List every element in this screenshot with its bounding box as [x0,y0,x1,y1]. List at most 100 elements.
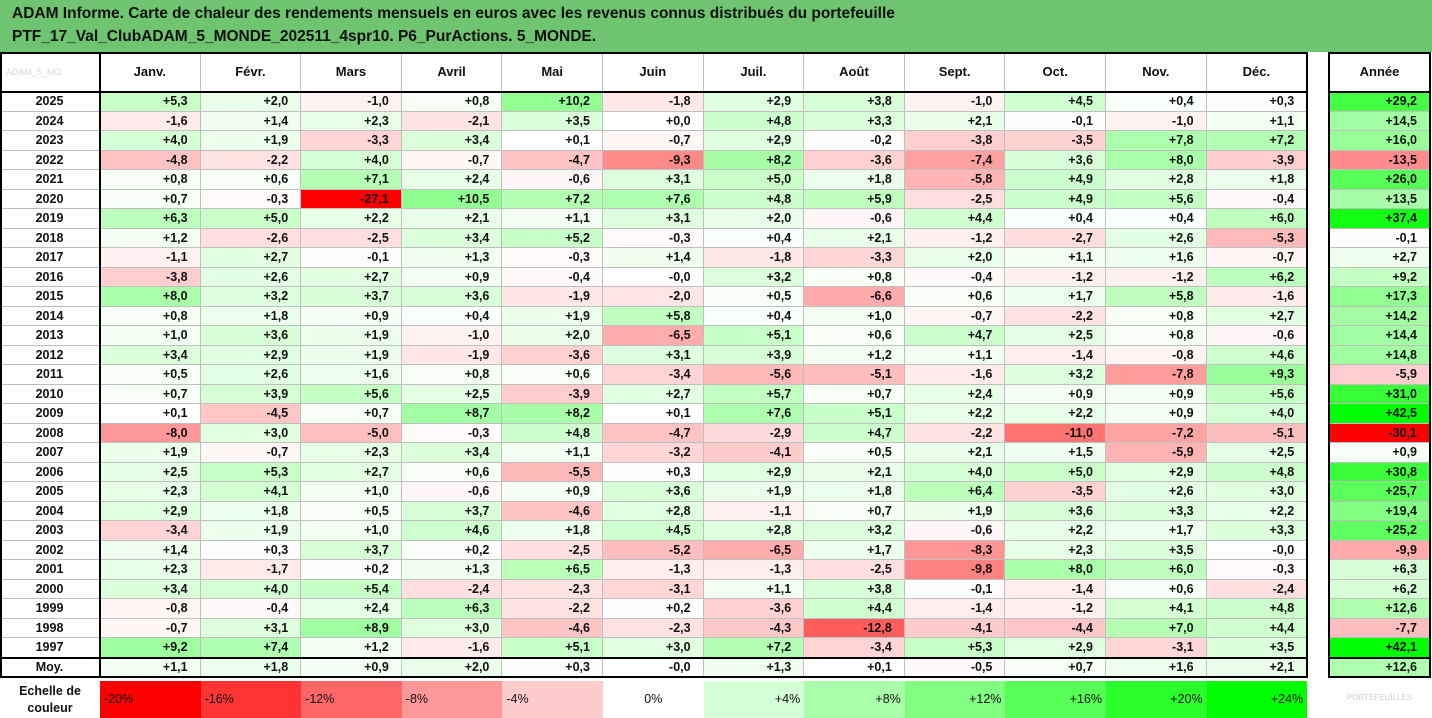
heatmap-cell: +4,9 [1005,170,1106,190]
heatmap-cell: +4,8 [502,423,603,443]
row-year-label: 2021 [0,170,100,190]
row-year-label: 2019 [0,209,100,229]
heatmap-cell: +1,1 [1005,248,1106,268]
heatmap-cell: -2,4 [1206,579,1308,599]
heatmap-cell: +2,5 [1005,326,1106,346]
heatmap-cell: -2,5 [804,560,905,580]
heatmap-cell: -2,1 [401,111,503,131]
heatmap-cell: -12,8 [804,618,905,638]
heatmap-cell: +5,4 [301,579,402,599]
heatmap-cell: -3,9 [502,384,603,404]
heatmap-cell: -5,3 [1206,228,1308,248]
row-year-label: 2013 [0,326,100,346]
heatmap-cell: -7,4 [904,150,1006,170]
annual-cell: +25,7 [1329,482,1430,502]
heatmap-cell: +6,0 [1106,560,1207,580]
heatmap-cell: -0,1 [301,248,402,268]
heatmap-cell: +4,5 [603,521,704,541]
heatmap-cell: +2,1 [904,111,1006,131]
heatmap-cell: -5,1 [804,365,905,385]
heatmap-cell: -0,7 [1206,248,1308,268]
heatmap-cell: -2,5 [904,189,1006,209]
row-year-label: 2007 [0,443,100,463]
heatmap-cell: -4,7 [603,423,704,443]
heatmap-cell: -3,6 [502,345,603,365]
heatmap-cell: +6,3 [401,599,503,619]
heatmap-cell: +0,7 [804,384,905,404]
heatmap-cell: +0,6 [904,287,1006,307]
heatmap-cell: +0,3 [603,462,704,482]
heatmap-cell: +10,5 [401,189,503,209]
heatmap-cell: +1,8 [200,501,302,521]
color-scale-swatch: +20% [1106,681,1207,718]
heatmap-cell: -2,0 [603,287,704,307]
heatmap-cell: -6,5 [703,540,805,560]
heatmap-cell: +0,7 [100,384,201,404]
color-scale-swatch: +12% [904,681,1006,718]
heatmap-cell: +0,4 [1005,209,1106,229]
heatmap-cell: +1,6 [1106,248,1207,268]
heatmap-cell: -1,0 [1106,111,1207,131]
heatmap-cell: +3,8 [804,579,905,599]
annual-cell: +42,5 [1329,404,1430,424]
heatmap-cell: +5,0 [703,170,805,190]
heatmap-cell: -0,4 [502,267,603,287]
heatmap-cell: +2,8 [1106,170,1207,190]
row-year-label: 2018 [0,228,100,248]
header-separator [0,91,1308,93]
row-year-label: 2025 [0,92,100,112]
heatmap-cell: +1,8 [1206,170,1308,190]
heatmap-cell: -3,5 [1005,131,1106,151]
color-scale-swatch: +8% [804,681,905,718]
heatmap-cell: +2,5 [401,384,503,404]
row-year-label: 2006 [0,462,100,482]
heatmap-cell: +0,5 [703,287,805,307]
heatmap-cell: -0,0 [1206,540,1308,560]
heatmap-cell: +4,7 [904,326,1006,346]
heatmap-cell: -1,0 [301,92,402,112]
heatmap-cell: +2,8 [603,501,704,521]
heatmap-cell: +4,0 [100,131,201,151]
row-year-label: 2002 [0,540,100,560]
color-scale-swatch: -12% [301,681,402,718]
heatmap-cell: +0,9 [502,482,603,502]
heatmap-cell: +5,6 [301,384,402,404]
heatmap-cell: +3,6 [1005,150,1106,170]
heatmap-cell: +1,9 [200,131,302,151]
heatmap-cell: +3,7 [401,501,503,521]
year-column-separator [99,52,101,677]
annual-cell: +14,8 [1329,345,1430,365]
heatmap-cell: -0,4 [904,267,1006,287]
heatmap-cell: +3,6 [1005,501,1106,521]
heatmap-cell: -27,1 [301,189,402,209]
heatmap-cell: +3,4 [401,443,503,463]
column-header: Mai [502,52,603,92]
avg-cell: +0,1 [804,657,905,677]
heatmap-cell: -0,1 [1005,111,1106,131]
heatmap-cell: +8,7 [401,404,503,424]
heatmap-cell: +4,4 [904,209,1006,229]
heatmap-cell: -0,3 [603,228,704,248]
heatmap-cell: +0,2 [401,540,503,560]
avg-cell: +0,7 [1005,657,1106,677]
heatmap-cell: +2,6 [1106,228,1207,248]
heatmap-cell: +1,9 [301,326,402,346]
heatmap-cell: +4,8 [703,111,805,131]
heatmap-cell: +1,1 [502,209,603,229]
heatmap-cell: +0,8 [1106,306,1207,326]
heatmap-cell: +2,3 [1005,540,1106,560]
heatmap-cell: +6,3 [100,209,201,229]
heatmap-cell: +3,3 [1106,501,1207,521]
column-header: Avril [401,52,503,92]
heatmap-cell: -1,3 [703,560,805,580]
annual-cell: +14,5 [1329,111,1430,131]
heatmap-cell: +5,2 [502,228,603,248]
avg-cell: +2,0 [401,657,503,677]
row-year-label: 2022 [0,150,100,170]
heatmap-cell: -1,2 [1005,599,1106,619]
heatmap-cell: +5,9 [804,189,905,209]
heatmap-cell: +5,1 [703,326,805,346]
annual-cell: +6,3 [1329,560,1430,580]
heatmap-cell: +1,3 [401,560,503,580]
heatmap-cell: -2,2 [502,599,603,619]
